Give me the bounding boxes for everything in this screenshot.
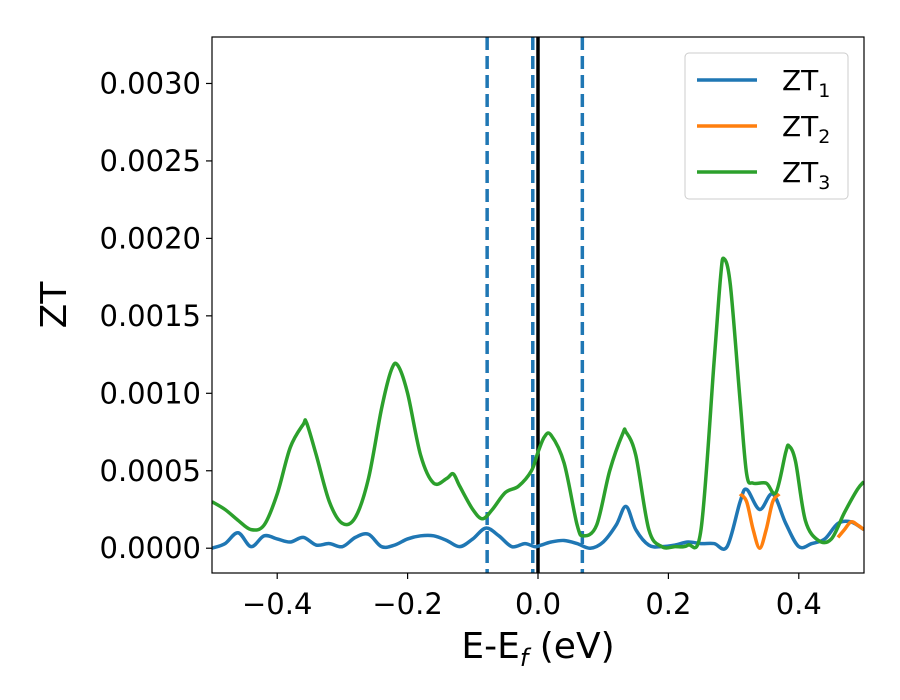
reference-lines [485, 37, 585, 573]
y-tick-label: 0.0020 [100, 221, 201, 255]
y-axis: 0.0000 0.0005 0.0010 0.0015 0.0020 0.0025 0.00… [100, 66, 212, 565]
series-line-zt3 [212, 256, 864, 550]
x-tick-label: 0.4 [776, 587, 822, 621]
y-tick-label: 0.0015 [100, 299, 201, 333]
legend-entry: ZT3 [782, 156, 830, 194]
y-axis-label: ZT [34, 281, 75, 329]
x-tick-label: 0.2 [645, 587, 691, 621]
legend: ZT1 ZT2 ZT3 [684, 52, 849, 200]
series-line-zt1 [212, 487, 864, 551]
series-line-zt2 [738, 492, 781, 550]
legend-entry: ZT1 [782, 64, 830, 102]
x-tick-label: −0.4 [242, 587, 312, 621]
y-tick-label: 0.0010 [100, 376, 201, 410]
x-axis-label-unit: (eV) [528, 626, 614, 667]
y-tick-label: 0.0030 [100, 66, 201, 100]
x-tick-label: 0.0 [515, 587, 561, 621]
x-tick-label: −0.2 [372, 587, 442, 621]
y-tick-label: 0.0005 [100, 454, 201, 488]
series-layer [212, 256, 864, 551]
x-axis: −0.4 −0.2 0.0 0.2 0.4 [242, 573, 822, 621]
y-tick-label: 0.0025 [100, 144, 201, 178]
series-line-zt2 [836, 520, 864, 539]
legend-entry: ZT2 [782, 110, 830, 148]
y-tick-label: 0.0000 [100, 531, 201, 565]
x-axis-label-main: E-E [461, 626, 519, 667]
legend-box [684, 52, 849, 200]
x-axis-label: E-Ef (eV) [461, 626, 614, 672]
